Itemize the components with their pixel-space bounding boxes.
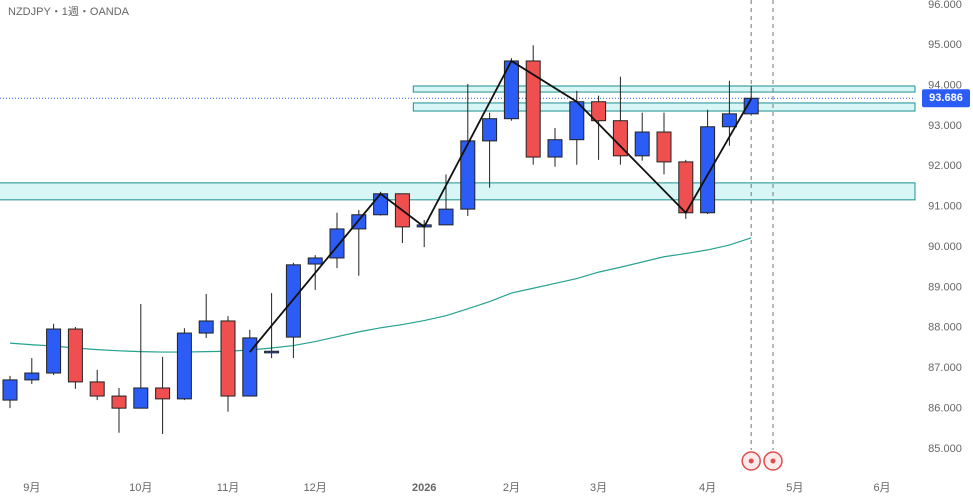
candle-body [242,337,258,397]
price-label: 93.686 [929,92,963,104]
x-tick-label: 5月 [786,482,803,494]
y-tick-label: 95.000 [928,39,962,51]
candle-body [700,126,716,214]
y-tick-label: 85.000 [928,443,962,455]
candle-body [307,257,323,265]
x-tick-label: 9月 [23,482,40,494]
y-tick-label: 94.000 [928,79,962,91]
moving-average [9,237,752,353]
y-tick-label: 89.000 [928,281,962,293]
candle-body [111,395,127,409]
price-label-box [922,89,970,108]
y-tick-label: 90.000 [928,241,962,253]
candle-body [743,97,759,115]
candle-body [547,139,563,158]
zone [412,102,916,112]
event-dot [770,458,776,464]
y-tick-label: 88.000 [928,322,962,334]
x-tick-label: 12月 [304,482,327,494]
chart-title: NZDJPY・1週・OANDA [8,5,130,18]
event-dot [748,458,754,464]
candle-body [438,208,454,226]
y-tick-label: 92.000 [928,160,962,172]
zone [0,182,916,201]
x-tick-label: 4月 [699,482,716,494]
candle-body [67,328,83,383]
candle-body [176,332,192,400]
x-tick-label: 6月 [873,482,890,494]
zone [412,85,916,93]
candle-body [634,131,650,157]
candle-body [525,60,541,158]
x-tick-label: 3月 [590,482,607,494]
candle-body [133,387,149,409]
x-tick-label: 11月 [217,482,239,494]
candle-body [721,113,737,128]
candle-body [285,264,301,338]
y-tick-label: 86.000 [928,402,962,414]
candle-body [460,140,476,210]
candle-body [656,131,672,163]
x-tick-label: 2月 [503,482,520,494]
candle-body [220,320,236,397]
candle-body [264,350,280,354]
y-tick-label: 96.000 [928,0,962,11]
x-tick-label: 10月 [129,482,152,494]
y-tick-label: 87.000 [928,362,962,374]
candle-body [46,328,62,374]
y-tick-label: 91.000 [928,201,962,213]
candle-body [155,387,171,400]
y-tick-label: 93.000 [928,120,962,132]
candle-body [2,379,18,401]
x-tick-label: 2026 [412,482,436,494]
zigzag [249,59,752,353]
candle-body [591,101,607,122]
candle-body [24,372,40,381]
candle-body [89,381,105,397]
candle-body [482,118,498,142]
candle-body [198,320,214,334]
